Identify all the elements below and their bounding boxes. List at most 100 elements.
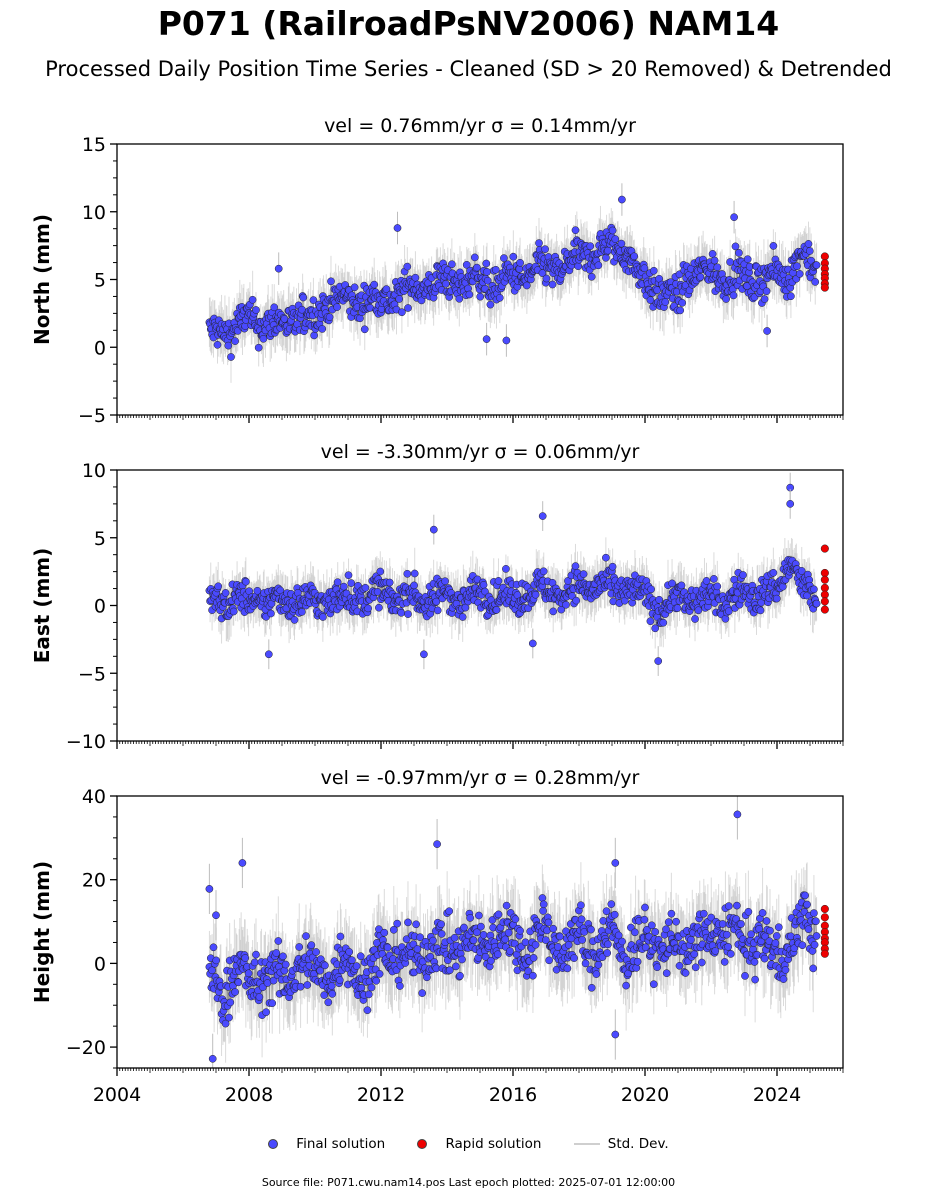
final-point	[403, 569, 412, 578]
final-point	[602, 253, 610, 262]
final-point	[299, 293, 308, 302]
final-point	[502, 565, 510, 573]
final-point	[722, 295, 730, 303]
final-point	[676, 306, 685, 315]
y-tick-label: −5	[78, 663, 106, 685]
final-point	[224, 341, 233, 350]
final-point	[420, 650, 428, 659]
final-point	[350, 283, 359, 292]
final-point	[327, 277, 335, 286]
final-point	[465, 290, 474, 299]
final-point	[221, 589, 230, 597]
final-point	[630, 252, 639, 261]
final-point	[433, 606, 442, 615]
final-point	[404, 304, 412, 312]
final-point	[376, 567, 385, 576]
final-point	[756, 606, 765, 615]
final-point	[694, 606, 703, 615]
y-tick-label: 10	[82, 202, 106, 224]
final-point	[476, 292, 485, 301]
final-point	[654, 657, 663, 665]
final-point	[361, 583, 370, 592]
final-point	[793, 262, 801, 271]
final-point	[710, 575, 718, 583]
final-point	[804, 240, 813, 248]
final-point	[769, 568, 778, 577]
panel-plot-area	[205, 796, 829, 1068]
final-point	[539, 567, 548, 576]
final-point	[696, 273, 705, 281]
final-point	[403, 262, 412, 271]
final-point	[724, 607, 733, 616]
final-point	[594, 261, 603, 270]
final-point	[479, 581, 488, 589]
chart-canvas: −5 0 5 10 15 vel = 0.76mm/yr σ = 0.14mm/yr Nor…	[30, 115, 844, 1106]
final-point	[410, 569, 419, 578]
final-point	[564, 577, 572, 585]
final-point	[473, 263, 481, 272]
y-tick-label: 5	[94, 528, 106, 550]
final-point	[254, 343, 263, 352]
final-point	[786, 500, 795, 508]
final-point	[290, 616, 299, 624]
y-tick-label: 0	[94, 596, 106, 618]
final-point	[702, 577, 711, 585]
rapid-point	[820, 283, 829, 292]
y-tick-label: −10	[66, 731, 106, 753]
final-point	[763, 327, 771, 335]
final-point	[398, 308, 406, 317]
final-point	[264, 650, 273, 659]
rapid-point	[820, 568, 829, 578]
final-point	[535, 239, 543, 247]
rapid-point	[820, 583, 829, 592]
final-point	[803, 591, 811, 600]
final-point	[429, 525, 438, 534]
final-point	[677, 581, 686, 590]
final-point	[385, 578, 394, 587]
y-tick-label: 0	[94, 337, 106, 359]
chart-subtitle: Processed Daily Position Time Series - C…	[45, 57, 892, 81]
panel-plot-area	[205, 183, 829, 383]
final-point	[587, 272, 596, 281]
final-point	[708, 250, 717, 258]
final-point	[739, 571, 747, 579]
final-point	[411, 273, 420, 282]
y-axis-label: North (mm)	[30, 214, 54, 345]
final-point	[611, 235, 620, 243]
final-point	[649, 266, 658, 275]
final-point	[494, 577, 503, 585]
final-point	[549, 607, 558, 616]
final-point	[364, 604, 372, 613]
final-point	[441, 577, 449, 586]
rapid-point	[820, 597, 829, 606]
final-point	[710, 256, 719, 265]
chart-title: P071 (RailroadPsNV2006) NAM14	[157, 4, 780, 43]
final-point	[482, 259, 491, 268]
final-point	[668, 579, 676, 588]
final-point	[483, 276, 492, 285]
final-point	[522, 281, 531, 290]
final-point	[743, 255, 752, 264]
y-tick-label: −5	[78, 405, 106, 427]
final-point	[509, 252, 518, 261]
final-point	[309, 296, 318, 304]
final-point	[572, 596, 581, 605]
final-point	[227, 353, 235, 361]
final-point	[787, 292, 795, 301]
final-point	[562, 600, 570, 609]
final-point	[769, 242, 778, 250]
final-point	[651, 624, 660, 633]
final-point	[647, 585, 655, 594]
final-point	[571, 226, 580, 235]
final-point	[481, 587, 489, 596]
final-point	[713, 582, 722, 591]
final-point	[274, 264, 283, 273]
final-point	[432, 597, 441, 606]
final-point	[772, 594, 781, 603]
final-point	[339, 582, 348, 591]
final-point	[579, 570, 588, 578]
final-point	[541, 245, 549, 254]
final-point	[214, 582, 223, 591]
final-point	[462, 260, 471, 269]
